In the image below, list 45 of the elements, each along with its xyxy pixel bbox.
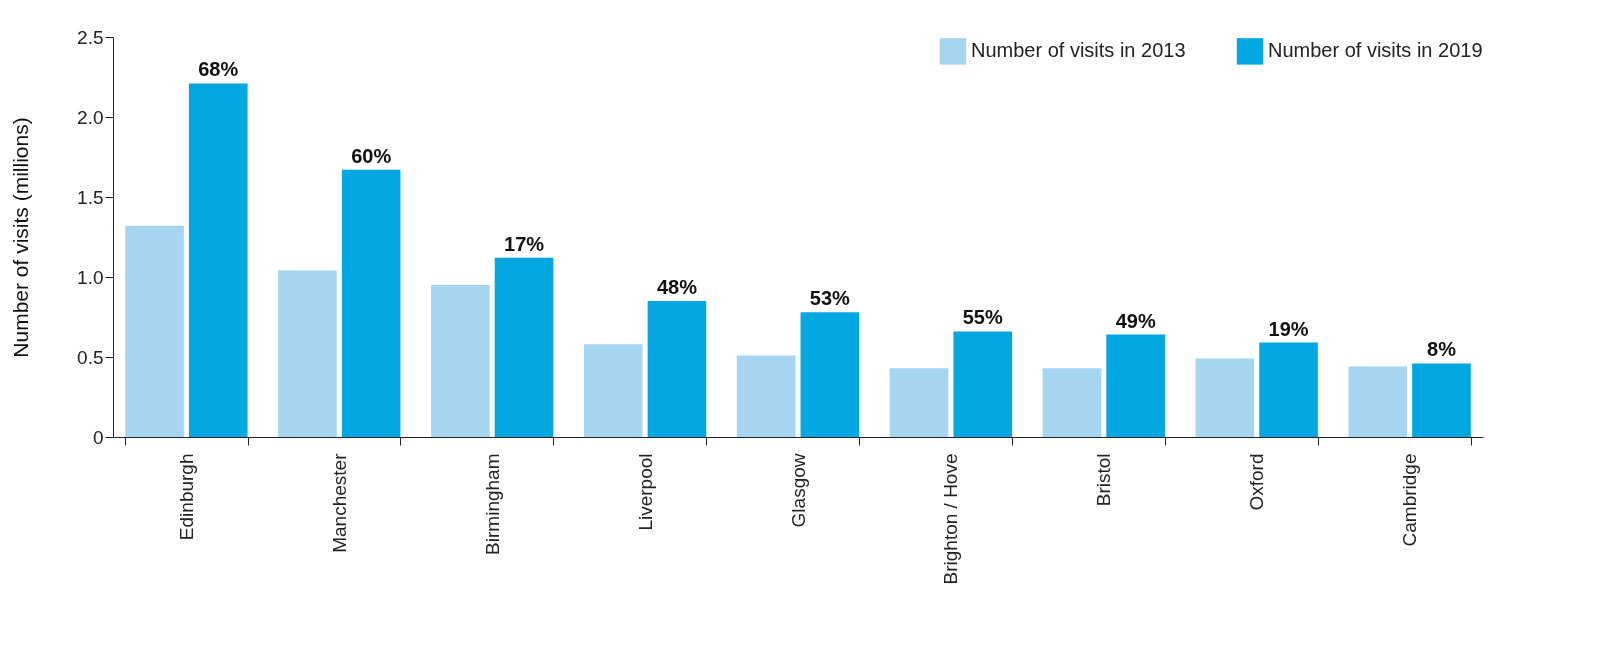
bar	[800, 312, 860, 437]
bar	[647, 301, 707, 437]
bar	[953, 331, 1013, 437]
bar	[278, 270, 337, 437]
legend-label: Number of visits in 2013	[971, 39, 1186, 62]
y-tick-label: 1.5	[77, 186, 104, 208]
y-tick-label: 2.0	[77, 106, 104, 128]
annotation: 48%	[656, 276, 698, 298]
x-tick-label: Edinburgh	[175, 453, 197, 541]
legend-label: Number of visits in 2019	[1268, 39, 1483, 62]
annotation: 8%	[1427, 338, 1457, 361]
x-tick-label: Oxford	[1246, 453, 1268, 511]
bar	[1348, 366, 1408, 437]
bar	[1259, 342, 1318, 437]
bar	[583, 344, 643, 437]
bar	[1042, 368, 1102, 437]
y-tick-label: 0.5	[77, 346, 104, 368]
y-tick-label: 0	[92, 426, 104, 448]
y-axis-title: Number of visits (millions)	[9, 117, 33, 358]
bar	[188, 83, 248, 437]
annotation: 53%	[809, 287, 851, 310]
x-tick-label: Manchester	[328, 452, 350, 553]
annotation: 17%	[504, 232, 545, 255]
x-tick-label: Brighton / Hove	[940, 453, 962, 585]
bar	[889, 368, 949, 437]
bar	[431, 285, 490, 437]
x-tick-label: Liverpool	[634, 453, 656, 531]
bar	[1106, 334, 1165, 437]
bar	[736, 355, 796, 437]
x-tick-label: Glasgow	[787, 453, 809, 528]
x-tick-label: Birmingham	[481, 453, 503, 555]
y-tick-label: 1.0	[77, 266, 104, 288]
annotation: 55%	[962, 306, 1003, 329]
annotation: 68%	[198, 58, 239, 81]
bar	[1195, 358, 1255, 437]
x-tick-label: Cambridge	[1399, 453, 1421, 547]
bar	[125, 225, 184, 437]
annotation: 60%	[351, 144, 392, 167]
x-tick-label: Bristol	[1093, 453, 1115, 507]
bar	[341, 169, 401, 437]
bar	[494, 257, 554, 437]
annotation: 49%	[1115, 309, 1156, 332]
annotation: 19%	[1268, 317, 1309, 340]
bar	[1412, 363, 1471, 437]
y-tick-label: 2.5	[77, 26, 104, 48]
